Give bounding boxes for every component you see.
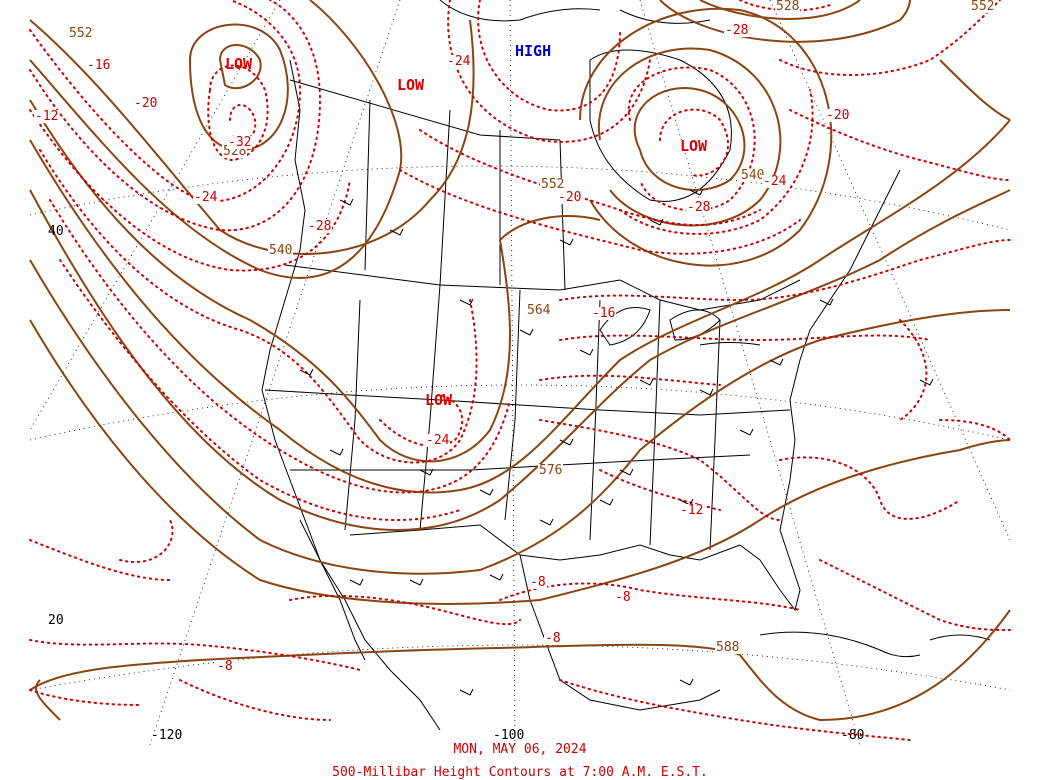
map-date: MON, MAY 06, 2024: [453, 742, 587, 757]
temperature-label: -20: [825, 108, 851, 123]
height-label: 552: [540, 177, 566, 192]
temperature-label: -24: [425, 433, 451, 448]
height-label: 576: [538, 463, 564, 478]
temperature-label: -28: [307, 219, 333, 234]
temperature-label: -16: [591, 306, 617, 321]
height-label: 528: [775, 0, 801, 14]
temperature-label: -8: [529, 575, 547, 590]
temperature-label: -8: [614, 590, 632, 605]
height-label: 540: [740, 168, 766, 183]
wind-barbs: [299, 188, 934, 696]
temperature-contours: [29, 0, 1011, 741]
latitude-label: 40: [48, 224, 64, 239]
temperature-label: -16: [86, 58, 112, 73]
temperature-label: -28: [724, 23, 750, 38]
temperature-label: -24: [762, 174, 788, 189]
height-label: 552: [970, 0, 996, 14]
height-label: 564: [526, 303, 552, 318]
low-pressure-center-1: LOW: [225, 55, 253, 73]
high-pressure-center: HIGH: [515, 42, 552, 60]
latitude-label: 20: [48, 613, 64, 628]
longitude-label: -100: [493, 728, 525, 743]
temperature-label: -20: [133, 96, 159, 111]
low-pressure-center-3: LOW: [680, 137, 708, 155]
low-pressure-center-4: LOW: [425, 391, 453, 409]
height-contours: [29, 0, 1011, 722]
height-label: 552: [68, 26, 94, 41]
map-title: 500-Millibar Height Contours at 7:00 A.M…: [332, 765, 708, 780]
temperature-label: -24: [446, 54, 472, 69]
low-pressure-center-2: LOW: [397, 76, 425, 94]
temperature-label: -12: [679, 503, 705, 518]
longitude-label: -80: [841, 728, 865, 743]
height-label: 588: [715, 640, 741, 655]
temperature-label: -8: [544, 631, 562, 646]
temperature-label: -20: [557, 190, 583, 205]
temperature-label: -32: [227, 135, 253, 150]
height-label: 540: [268, 243, 294, 258]
lat-lon-grid: [29, 0, 1011, 746]
temperature-label: -8: [216, 659, 234, 674]
temperature-label: -28: [686, 200, 712, 215]
temperature-label: -24: [193, 190, 219, 205]
temperature-label: -12: [34, 109, 60, 124]
longitude-label: -120: [151, 728, 183, 743]
boundaries: [261, 0, 991, 731]
